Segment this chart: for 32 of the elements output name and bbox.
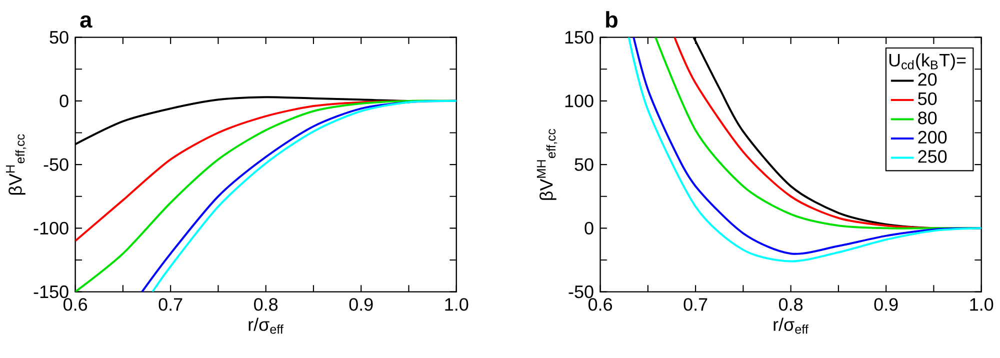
y-tick-label: -50 [568,285,594,298]
y-axis-title: βV$^{H}$eff,cc [6,134,26,194]
x-tick-label: 0.7 [158,298,182,311]
x-tick-label: 0.7 [684,298,708,311]
y-tick-label: 100 [565,94,594,108]
legend-label: 20 [918,72,937,86]
legend-label: 80 [918,111,937,124]
legend-label: 200 [918,130,947,144]
x-tick-label: 0.9 [874,298,898,311]
x-tick-label: 0.8 [779,298,803,311]
y-tick-label: 50 [574,158,594,171]
x-tick-label: 0.6 [588,298,612,311]
chart-title: a [80,15,92,28]
x-tick-label: 0.9 [349,298,373,311]
x-tick-label: 0.6 [64,298,88,311]
x-axis-title: r/σ$_{eff}$ [774,318,808,334]
legend-label: 250 [918,150,947,163]
x-tick-label: 1.0 [970,298,994,311]
y-tick-label: 0 [584,222,594,234]
legend-title: U$_{cd}$(k$_{B}$T)= [889,53,966,70]
x-axis-title: r/σ$_{eff}$ [248,318,284,334]
x-tick-label: 1.0 [445,298,468,311]
y-tick-label: -50 [44,158,68,171]
chart-title: b [606,10,618,28]
y-tick-label: 150 [565,30,594,44]
y-axis-title: βV$^{MH}$eff,cc [536,128,558,200]
y-tick-label: -100 [34,222,68,234]
y-tick-label: -150 [34,285,68,298]
y-tick-label: 0 [60,94,68,108]
y-tick-label: 50 [50,30,68,44]
x-tick-label: 0.8 [254,298,278,311]
legend-label: 50 [918,92,937,105]
